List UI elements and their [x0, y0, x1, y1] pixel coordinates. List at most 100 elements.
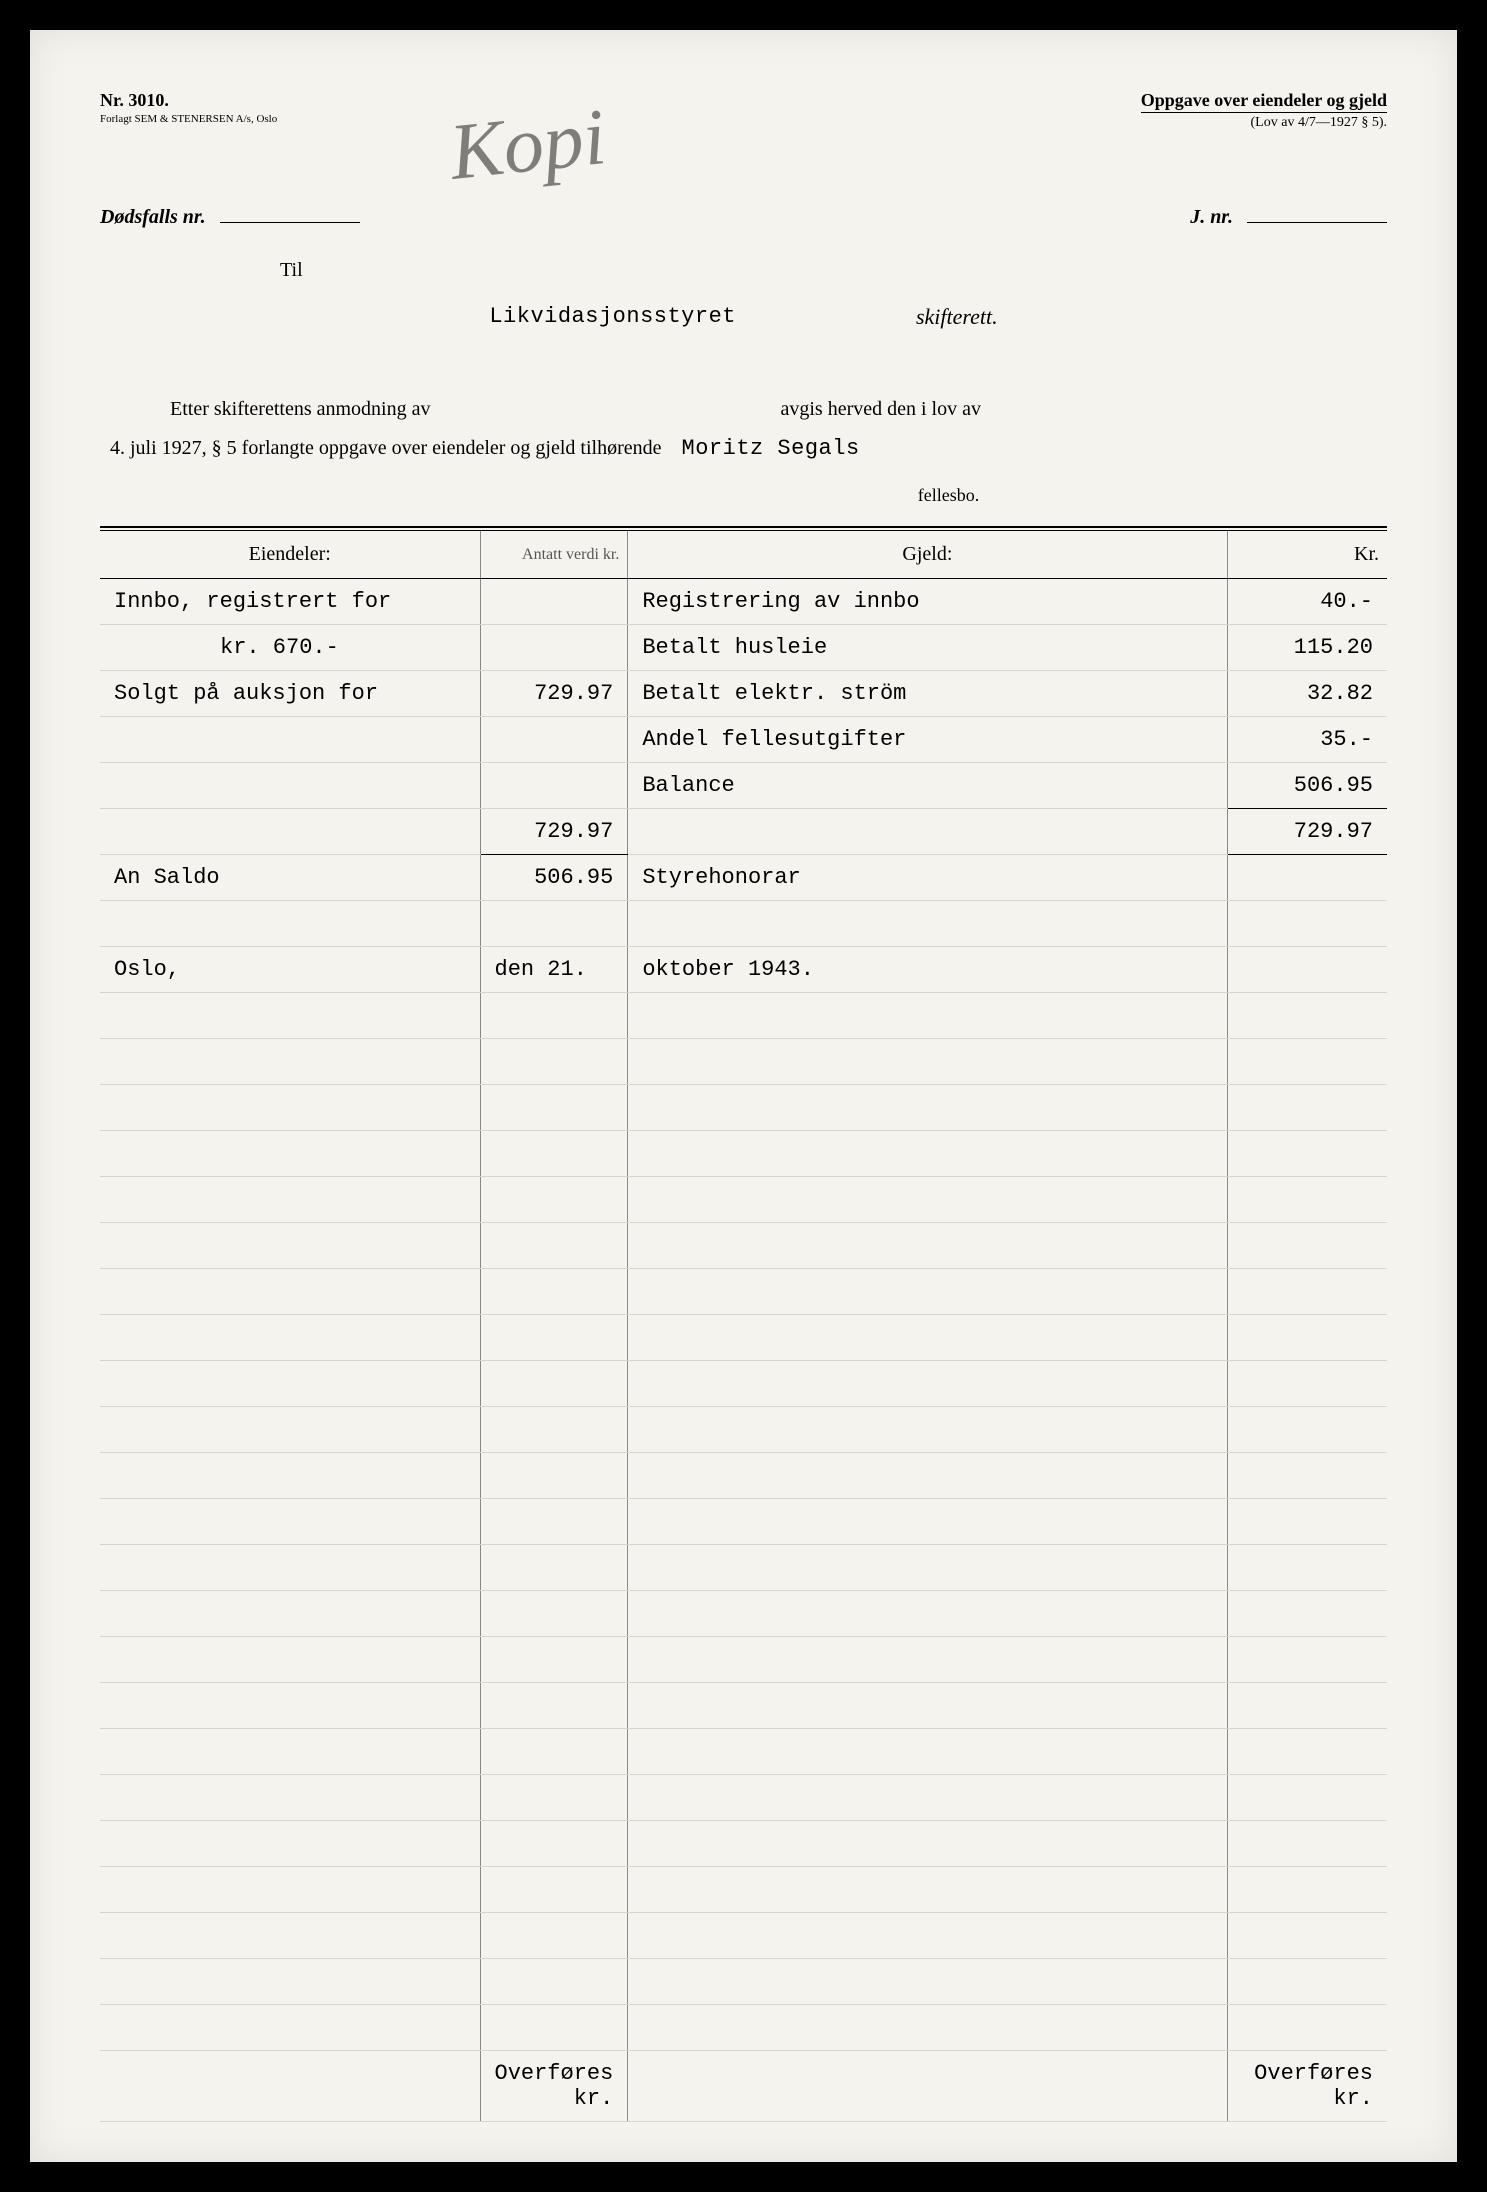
blank-cell	[1227, 1314, 1387, 1360]
blank-cell	[100, 1498, 480, 1544]
blank-cell	[628, 1866, 1227, 1912]
blank-cell	[1227, 1360, 1387, 1406]
table-row-blank	[100, 1130, 1387, 1176]
table-row: kr. 670.-Betalt husleie115.20	[100, 624, 1387, 670]
assets-cell: Innbo, registrert for	[100, 578, 480, 624]
blank-cell	[100, 1636, 480, 1682]
blank-cell	[100, 1176, 480, 1222]
table-row: Innbo, registrert forRegistrering av inn…	[100, 578, 1387, 624]
reference-row: Dødsfalls nr. J. nr.	[100, 201, 1387, 229]
jnr-label: J. nr.	[1190, 206, 1243, 229]
til-label: Til	[280, 259, 1387, 282]
blank-cell	[100, 1912, 480, 1958]
document-page: Nr. 3010. Forlagt SEM & STENERSEN A/s, O…	[30, 30, 1457, 2162]
date-cell-left: Oslo,	[100, 946, 480, 992]
table-row-blank	[100, 1866, 1387, 1912]
likvidasjon: Likvidasjonsstyret	[489, 304, 736, 330]
kr-cell: 506.95	[1227, 762, 1387, 808]
form-title: Oppgave over eiendeler og gjeld	[1141, 90, 1387, 113]
assets-cell	[100, 716, 480, 762]
ledger-table: Eiendeler: Antatt verdi kr. Gjeld: Kr. I…	[100, 531, 1387, 2122]
blank-cell	[1227, 1636, 1387, 1682]
table-row-blank	[100, 1268, 1387, 1314]
footer-empty2	[628, 2050, 1227, 2121]
debts-cell	[628, 900, 1227, 946]
blank-cell	[1227, 1038, 1387, 1084]
kr-cell	[1227, 854, 1387, 900]
body-text: Etter skifterettens anmodning av avgis h…	[100, 390, 1387, 512]
table-row-blank	[100, 992, 1387, 1038]
debts-cell: Balance	[628, 762, 1227, 808]
blank-cell	[480, 1268, 628, 1314]
blank-cell	[480, 1866, 628, 1912]
watermark-kopi: Kopi	[446, 92, 610, 199]
table-row-blank	[100, 1682, 1387, 1728]
blank-cell	[100, 1682, 480, 1728]
blank-cell	[1227, 992, 1387, 1038]
blank-cell	[480, 1820, 628, 1866]
blank-cell	[480, 1360, 628, 1406]
blank-cell	[100, 1360, 480, 1406]
blank-cell	[100, 1544, 480, 1590]
blank-cell	[1227, 1544, 1387, 1590]
date-cell-mid: den 21.	[480, 946, 628, 992]
blank-cell	[628, 1912, 1227, 1958]
assets-cell: kr. 670.-	[100, 624, 480, 670]
blank-cell	[480, 1084, 628, 1130]
blank-cell	[480, 1774, 628, 1820]
debts-cell	[628, 808, 1227, 854]
blank-cell	[480, 1912, 628, 1958]
table-row-blank	[100, 1590, 1387, 1636]
blank-cell	[100, 1590, 480, 1636]
subject-name: Moritz Segals	[682, 436, 860, 461]
kr-cell: 35.-	[1227, 716, 1387, 762]
blank-cell	[1227, 1728, 1387, 1774]
body-1b: avgis herved den i lov av	[780, 398, 981, 420]
antatt-cell: 506.95	[480, 854, 628, 900]
blank-cell	[480, 1636, 628, 1682]
blank-cell	[480, 1130, 628, 1176]
assets-cell	[100, 900, 480, 946]
blank-cell	[1227, 1590, 1387, 1636]
table-row: 729.97 729.97	[100, 808, 1387, 854]
blank-cell	[1227, 1406, 1387, 1452]
blank-cell	[1227, 1452, 1387, 1498]
blank-cell	[628, 1222, 1227, 1268]
blank-cell	[628, 1176, 1227, 1222]
blank-cell	[628, 1130, 1227, 1176]
table-row-blank	[100, 1314, 1387, 1360]
blank-cell	[100, 1728, 480, 1774]
date-cell-right: oktober 1943.	[628, 946, 1227, 992]
blank-cell	[100, 1774, 480, 1820]
blank-cell	[100, 1958, 480, 2004]
th-kr: Kr.	[1227, 531, 1387, 579]
blank-cell	[100, 1406, 480, 1452]
blank-cell	[628, 1774, 1227, 1820]
header-row: Eiendeler: Antatt verdi kr. Gjeld: Kr.	[100, 531, 1387, 579]
law-reference: (Lov av 4/7—1927 § 5).	[1141, 115, 1387, 131]
blank-cell	[480, 2004, 628, 2050]
blank-cell	[1227, 1084, 1387, 1130]
table-row-blank	[100, 1360, 1387, 1406]
table-row-blank	[100, 1820, 1387, 1866]
title-block: Oppgave over eiendeler og gjeld (Lov av …	[1141, 90, 1387, 131]
table-row-blank	[100, 1176, 1387, 1222]
kr-cell: 40.-	[1227, 578, 1387, 624]
blank-cell	[1227, 2004, 1387, 2050]
form-number-block: Nr. 3010. Forlagt SEM & STENERSEN A/s, O…	[100, 90, 277, 125]
kr-cell: 729.97	[1227, 808, 1387, 854]
date-cell-blank	[1227, 946, 1387, 992]
publisher: Forlagt SEM & STENERSEN A/s, Oslo	[100, 113, 277, 125]
antatt-cell: 729.97	[480, 808, 628, 854]
blank-cell	[480, 1728, 628, 1774]
blank-cell	[100, 992, 480, 1038]
footer-empty1	[100, 2050, 480, 2121]
table-row-blank	[100, 1084, 1387, 1130]
assets-cell	[100, 762, 480, 808]
addressee-line: Likvidasjonsstyret skifterett.	[100, 304, 1387, 330]
table-row: Balance506.95	[100, 762, 1387, 808]
blank-cell	[628, 1314, 1227, 1360]
dodsfalls-field: Dødsfalls nr.	[100, 201, 360, 229]
blank-cell	[1227, 1774, 1387, 1820]
blank-cell	[1227, 1958, 1387, 2004]
